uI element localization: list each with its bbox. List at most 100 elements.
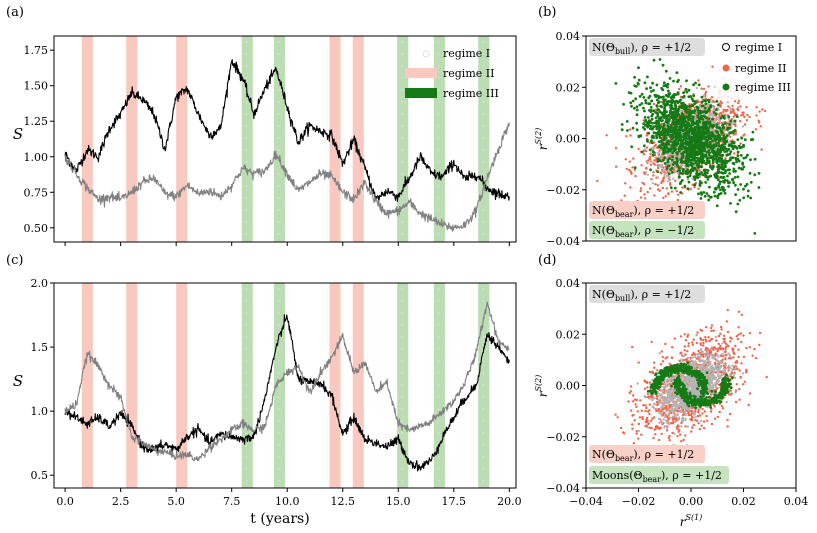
scatter-point xyxy=(736,106,740,109)
scatter-point xyxy=(706,104,709,108)
band-dot xyxy=(253,125,255,127)
scatter-point xyxy=(647,116,650,119)
scatter-point xyxy=(728,181,732,184)
ylabel-a: S xyxy=(13,125,23,143)
scatter-point xyxy=(725,139,729,143)
scatter-point xyxy=(719,104,722,107)
scatter-point xyxy=(702,94,706,97)
scatter-point xyxy=(629,409,633,412)
scatter-point xyxy=(725,343,728,346)
band-dot xyxy=(482,408,484,410)
band-dot xyxy=(401,77,403,79)
scatter-point xyxy=(715,100,719,103)
scatter-point xyxy=(651,417,654,420)
scatter-point xyxy=(717,153,721,156)
band-dot xyxy=(489,125,491,127)
scatter-point xyxy=(656,157,660,161)
band-dot xyxy=(278,480,280,482)
scatter-point xyxy=(696,156,699,160)
scatter-point xyxy=(635,105,639,109)
scatter-point xyxy=(712,190,716,194)
scatter-point xyxy=(718,159,722,163)
band-dot xyxy=(438,300,440,302)
scatter-point xyxy=(732,162,736,166)
scatter-point xyxy=(677,193,680,196)
series-c xyxy=(64,301,510,472)
band-dot xyxy=(246,77,248,79)
scatter-point xyxy=(691,115,695,119)
scatter-point xyxy=(682,142,685,146)
scatter-point xyxy=(669,130,672,134)
band-dot xyxy=(445,468,447,470)
scatter-point xyxy=(755,106,758,109)
scatter-point xyxy=(639,189,642,193)
scatter-point xyxy=(703,99,706,102)
scatter-point xyxy=(705,414,708,418)
scatter-point xyxy=(684,87,688,91)
scatter-point xyxy=(623,194,626,197)
scatter-point xyxy=(722,140,726,144)
scatter-point xyxy=(669,140,672,143)
scatter-point xyxy=(662,131,666,135)
scatter-point xyxy=(670,113,674,117)
band-dot xyxy=(253,396,255,398)
scatter-point xyxy=(727,105,730,108)
scatter-point xyxy=(716,137,719,141)
scatter-point xyxy=(676,198,680,202)
scatter-point xyxy=(720,131,724,135)
scatter-point xyxy=(711,65,714,68)
scatter-point xyxy=(701,412,704,415)
scatter-point xyxy=(678,87,681,91)
scatter-point xyxy=(664,69,668,73)
scatter-point xyxy=(685,156,688,160)
scatter-point xyxy=(716,196,720,200)
scatter-point xyxy=(662,95,665,99)
scatter-point xyxy=(670,356,673,359)
scatter-point xyxy=(622,431,625,434)
scatter-point xyxy=(731,104,734,108)
scatter-point xyxy=(737,355,740,359)
scatter-point xyxy=(742,134,745,137)
scatter-point xyxy=(665,187,668,190)
scatter-point xyxy=(714,112,718,116)
scatter-point xyxy=(625,167,629,171)
scatter-point xyxy=(656,114,660,118)
band-dot xyxy=(278,173,280,175)
scatter-point xyxy=(704,348,707,352)
scatter-point xyxy=(681,160,685,164)
scatter-point xyxy=(727,159,731,163)
scatter-point xyxy=(709,350,712,353)
scatter-point xyxy=(685,358,688,361)
scatter-point xyxy=(699,197,703,200)
scatter-point xyxy=(739,142,742,145)
scatter-point xyxy=(685,148,688,152)
scatter-point xyxy=(681,128,685,132)
scatter-point xyxy=(712,348,715,351)
scatter-point xyxy=(681,144,685,148)
scatter-point xyxy=(690,110,694,114)
scatter-point xyxy=(628,391,631,395)
scatter-point xyxy=(698,130,702,133)
band-dot xyxy=(253,408,255,410)
scatter-point xyxy=(702,143,706,147)
scatter-point xyxy=(681,151,685,155)
scatter-point xyxy=(668,77,672,80)
band-dot xyxy=(401,348,403,350)
scatter-point xyxy=(629,390,632,393)
scatter-point xyxy=(657,129,661,132)
regime-band xyxy=(241,283,253,488)
scatter-point xyxy=(738,198,742,202)
band-dot xyxy=(438,324,440,326)
scatter-point xyxy=(698,183,702,187)
scatter-point xyxy=(674,170,677,173)
band-dot xyxy=(253,372,255,374)
x-tick-label: 12.5 xyxy=(331,495,356,508)
scatter-point xyxy=(649,168,652,172)
scatter-point xyxy=(659,136,663,140)
scatter-point xyxy=(646,190,649,194)
scatter-point xyxy=(708,113,711,116)
scatter-point xyxy=(707,194,710,198)
panel-label-b: (b) xyxy=(538,5,556,20)
scatter-point xyxy=(754,356,758,360)
scatter-point xyxy=(703,146,706,150)
